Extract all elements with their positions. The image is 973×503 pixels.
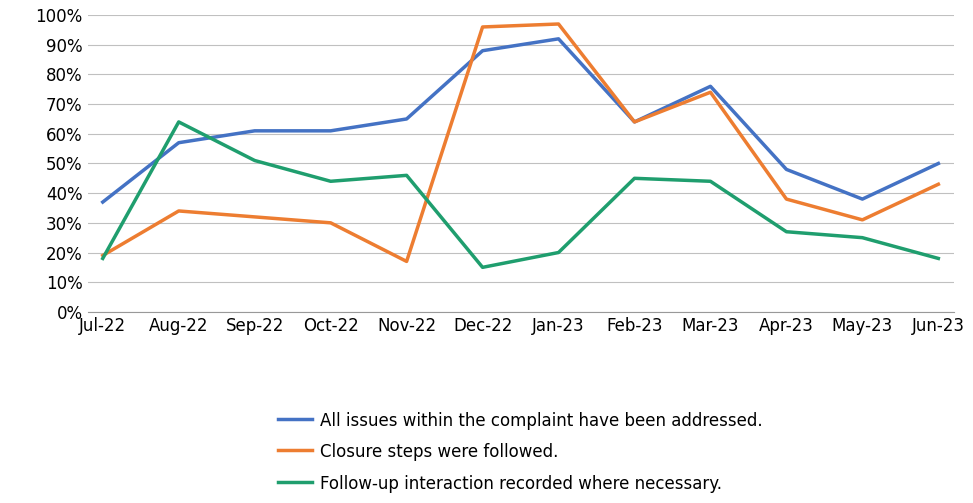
- Closure steps were followed.: [97, 253, 109, 259]
- Closure steps were followed.: [856, 217, 868, 223]
- Closure steps were followed.: [401, 259, 413, 265]
- Follow-up interaction recorded where necessary.: [704, 178, 716, 184]
- Follow-up interaction recorded where necessary.: [553, 249, 564, 256]
- Closure steps were followed.: [553, 21, 564, 27]
- All issues within the complaint have been addressed.: [249, 128, 261, 134]
- Closure steps were followed.: [704, 89, 716, 95]
- All issues within the complaint have been addressed.: [932, 160, 944, 166]
- Line: All issues within the complaint have been addressed.: All issues within the complaint have bee…: [103, 39, 938, 202]
- Follow-up interaction recorded where necessary.: [173, 119, 185, 125]
- Follow-up interaction recorded where necessary.: [477, 265, 488, 271]
- Follow-up interaction recorded where necessary.: [325, 178, 337, 184]
- Closure steps were followed.: [249, 214, 261, 220]
- All issues within the complaint have been addressed.: [325, 128, 337, 134]
- All issues within the complaint have been addressed.: [856, 196, 868, 202]
- Closure steps were followed.: [932, 181, 944, 187]
- Closure steps were followed.: [477, 24, 488, 30]
- Follow-up interaction recorded where necessary.: [856, 235, 868, 241]
- All issues within the complaint have been addressed.: [553, 36, 564, 42]
- Follow-up interaction recorded where necessary.: [932, 256, 944, 262]
- Line: Follow-up interaction recorded where necessary.: Follow-up interaction recorded where nec…: [103, 122, 938, 268]
- Follow-up interaction recorded where necessary.: [97, 256, 109, 262]
- All issues within the complaint have been addressed.: [629, 119, 640, 125]
- Legend: All issues within the complaint have been addressed., Closure steps were followe: All issues within the complaint have bee…: [270, 403, 771, 501]
- All issues within the complaint have been addressed.: [780, 166, 792, 173]
- All issues within the complaint have been addressed.: [97, 199, 109, 205]
- Line: Closure steps were followed.: Closure steps were followed.: [103, 24, 938, 262]
- All issues within the complaint have been addressed.: [704, 83, 716, 90]
- Follow-up interaction recorded where necessary.: [780, 229, 792, 235]
- All issues within the complaint have been addressed.: [173, 140, 185, 146]
- Closure steps were followed.: [325, 220, 337, 226]
- Follow-up interaction recorded where necessary.: [629, 176, 640, 182]
- Follow-up interaction recorded where necessary.: [401, 173, 413, 179]
- Closure steps were followed.: [780, 196, 792, 202]
- Closure steps were followed.: [629, 119, 640, 125]
- Closure steps were followed.: [173, 208, 185, 214]
- Follow-up interaction recorded where necessary.: [249, 157, 261, 163]
- All issues within the complaint have been addressed.: [477, 48, 488, 54]
- All issues within the complaint have been addressed.: [401, 116, 413, 122]
